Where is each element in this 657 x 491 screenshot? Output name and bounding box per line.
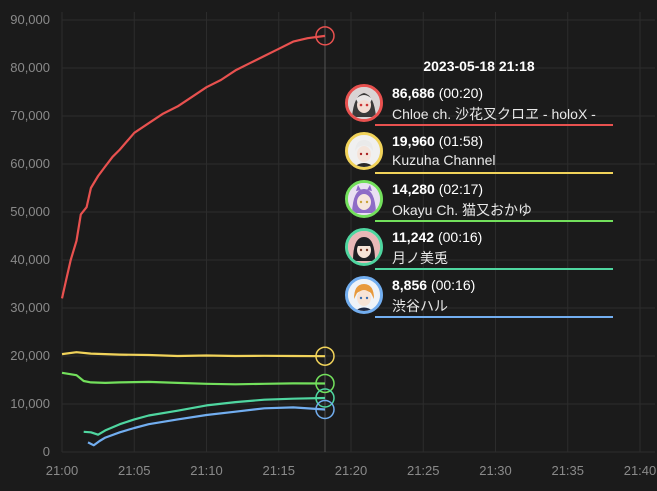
x-tick-label: 21:30 bbox=[479, 463, 512, 478]
series-line-3 bbox=[83, 396, 326, 436]
series-line-2 bbox=[61, 371, 326, 386]
tooltip-row[interactable]: 11,242 (00:16) 月ノ美兎 bbox=[345, 226, 613, 270]
y-tick-label: 40,000 bbox=[10, 252, 50, 267]
x-tick-label: 21:05 bbox=[118, 463, 151, 478]
tooltip-value: 8,856 (00:16) bbox=[392, 277, 476, 293]
tooltip-value: 86,686 (00:20) bbox=[392, 85, 484, 101]
series-line-0 bbox=[60, 34, 326, 299]
y-tick-label: 90,000 bbox=[10, 12, 50, 27]
y-tick-label: 10,000 bbox=[10, 396, 50, 411]
avatar-chloe-icon bbox=[345, 84, 383, 122]
tooltip-channel-name: 渋谷ハル bbox=[392, 298, 448, 314]
series-line-4 bbox=[87, 406, 326, 447]
tooltip-time: 2023-05-18 21:18 bbox=[423, 58, 535, 74]
x-tick-label: 21:20 bbox=[335, 463, 368, 478]
tooltip-row-underline bbox=[375, 268, 613, 270]
avatar-kuzuha-icon bbox=[345, 132, 383, 170]
tooltip-row[interactable]: 8,856 (00:16) 渋谷ハル bbox=[345, 274, 613, 318]
hover-marker-2 bbox=[315, 373, 335, 394]
y-tick-label: 50,000 bbox=[10, 204, 50, 219]
series-line-1 bbox=[61, 351, 326, 358]
y-tick-label: 60,000 bbox=[10, 156, 50, 171]
avatar-haru-icon bbox=[345, 276, 383, 314]
x-tick-label: 21:35 bbox=[551, 463, 584, 478]
x-tick-label: 21:25 bbox=[407, 463, 440, 478]
hover-marker-0 bbox=[315, 26, 335, 46]
y-axis: 0 10,000 20,000 30,000 40,000 50,000 60,000 70,… bbox=[10, 12, 50, 459]
x-tick-label: 21:00 bbox=[46, 463, 79, 478]
x-tick-label: 21:10 bbox=[190, 463, 223, 478]
avatar-okayu-icon bbox=[345, 180, 383, 218]
series-lines bbox=[60, 34, 326, 447]
y-tick-label: 0 bbox=[43, 444, 50, 459]
hover-marker-1 bbox=[315, 346, 335, 366]
x-tick-label: 21:40 bbox=[624, 463, 657, 478]
tooltip-row-underline bbox=[375, 172, 613, 174]
tooltip-row[interactable]: 86,686 (00:20) Chloe ch. 沙花叉クロヱ - holoX … bbox=[345, 82, 613, 126]
hover-marker-3 bbox=[315, 388, 335, 408]
y-tick-label: 70,000 bbox=[10, 108, 50, 123]
tooltip-row-underline bbox=[375, 316, 613, 318]
tooltip-row[interactable]: 14,280 (02:17) Okayu Ch. 猫又おかゆ bbox=[345, 178, 613, 222]
tooltip-channel-name: 月ノ美兎 bbox=[392, 250, 448, 266]
y-tick-label: 80,000 bbox=[10, 60, 50, 75]
tooltip-channel-name: Chloe ch. 沙花叉クロヱ - holoX - bbox=[392, 106, 596, 122]
y-tick-label: 30,000 bbox=[10, 300, 50, 315]
tooltip-value: 19,960 (01:58) bbox=[392, 133, 484, 149]
tooltip-row-underline bbox=[375, 124, 613, 126]
tooltip-channel-name: Kuzuha Channel bbox=[392, 152, 496, 168]
tooltip-value: 14,280 (02:17) bbox=[392, 181, 484, 197]
y-tick-label: 20,000 bbox=[10, 348, 50, 363]
tooltip-row[interactable]: 19,960 (01:58) Kuzuha Channel bbox=[345, 130, 613, 174]
hover-markers bbox=[315, 26, 335, 420]
hover-marker-4 bbox=[315, 399, 335, 420]
avatar-mito-icon bbox=[345, 228, 383, 266]
tooltip-channel-name: Okayu Ch. 猫又おかゆ bbox=[392, 202, 533, 218]
tooltip-row-underline bbox=[375, 220, 613, 222]
x-axis: 21:00 21:05 21:10 21:15 21:20 21:25 21:30 21:35… bbox=[46, 463, 657, 478]
tooltip-value: 11,242 (00:16) bbox=[392, 229, 483, 245]
x-tick-label: 21:15 bbox=[262, 463, 295, 478]
